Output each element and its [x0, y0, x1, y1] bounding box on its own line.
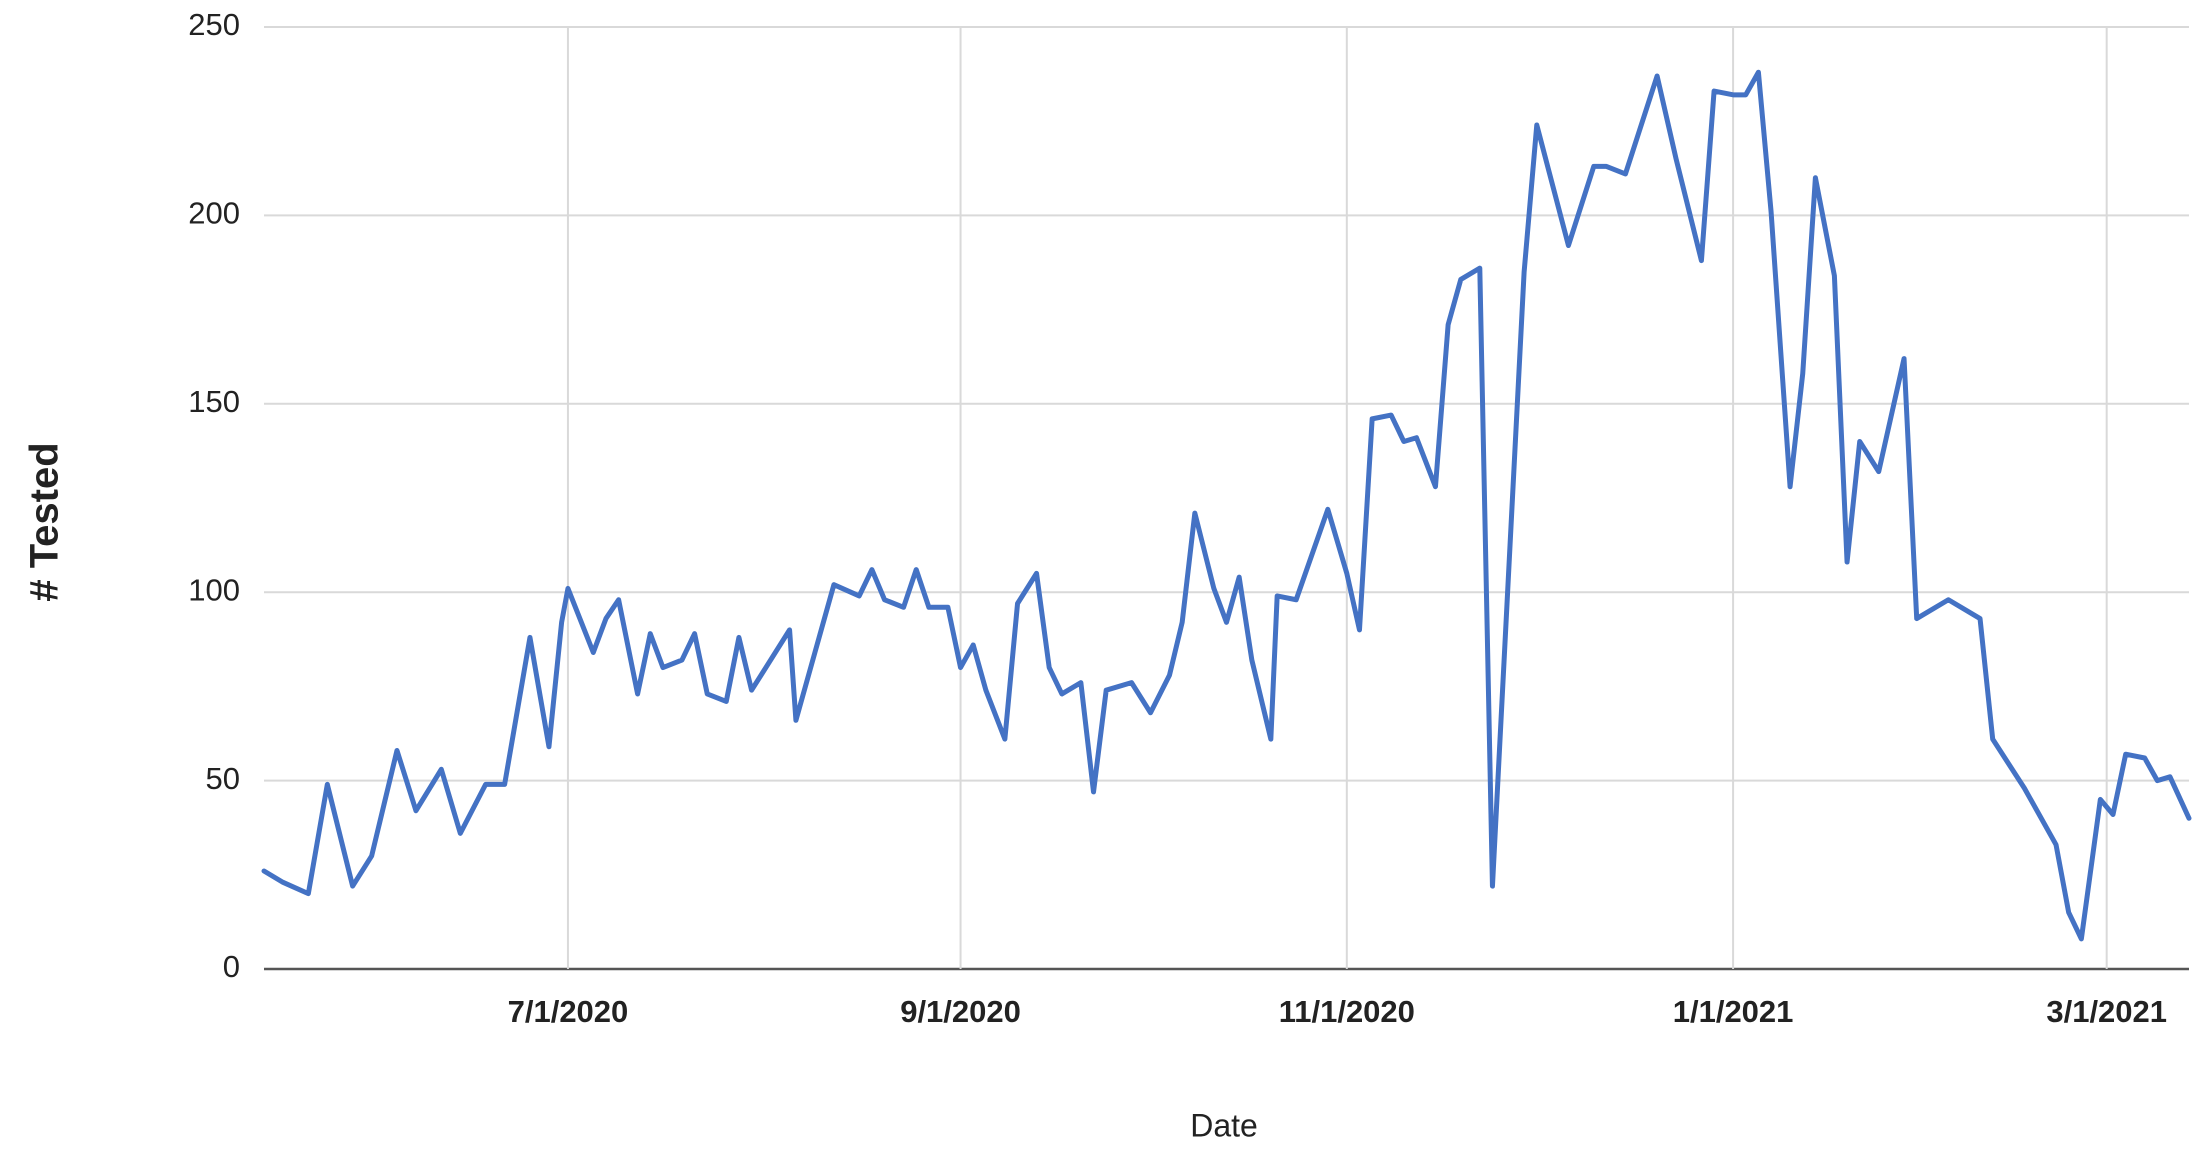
y-tick-label: 250	[188, 7, 240, 42]
y-tick-label: 0	[223, 949, 240, 984]
y-tick-label: 50	[206, 761, 240, 796]
data-line	[261, 69, 2192, 942]
y-tick-label: 150	[188, 384, 240, 419]
x-tick-label: 3/1/2021	[2046, 994, 2167, 1029]
x-tick-label: 7/1/2020	[508, 994, 629, 1029]
y-tick-label: 200	[188, 196, 240, 231]
y-axis-title: # Tested	[23, 442, 67, 601]
x-axis-title: Date	[1190, 1107, 1258, 1143]
y-tick-label: 100	[188, 572, 240, 607]
x-tick-label: 1/1/2021	[1673, 994, 1794, 1029]
x-tick-label: 11/1/2020	[1279, 994, 1415, 1029]
x-tick-label: 9/1/2020	[900, 994, 1021, 1029]
